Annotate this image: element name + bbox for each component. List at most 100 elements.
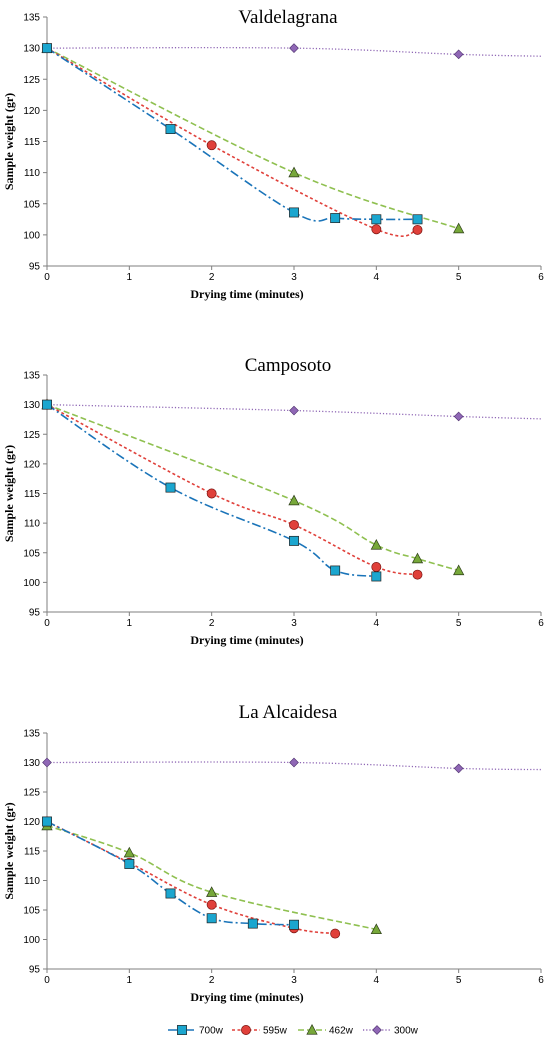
series-line-700w (46, 403, 377, 578)
series-line-462w (46, 47, 459, 230)
data-point-300w (453, 411, 464, 422)
x-tick-label: 0 (44, 975, 50, 986)
y-tick-label: 135 (23, 13, 40, 24)
y-tick-label: 120 (23, 817, 40, 828)
y-tick-label: 115 (24, 489, 40, 500)
data-point-700w (42, 399, 52, 410)
x-tick-label: 3 (291, 975, 297, 986)
legend-label: 595w (263, 1026, 288, 1037)
data-point-700w (165, 482, 176, 493)
data-point-595w (412, 224, 423, 235)
x-axis-label: Drying time (minutes) (190, 990, 303, 1004)
x-axis-label: Drying time (minutes) (190, 287, 303, 301)
data-point-595w (206, 899, 217, 910)
y-tick-label: 120 (23, 459, 40, 470)
data-point-300w (453, 763, 464, 774)
x-tick-label: 1 (127, 272, 133, 283)
series-line-462w (46, 403, 459, 572)
x-tick-label: 3 (291, 618, 297, 629)
x-tick-label: 0 (44, 618, 50, 629)
legend-label: 462w (329, 1026, 354, 1037)
legend-label: 700w (199, 1026, 224, 1037)
y-tick-label: 105 (23, 906, 40, 917)
y-axis-label: Sample weight (gr) (2, 802, 16, 899)
data-point-700w (42, 816, 52, 827)
data-point-462w (411, 552, 424, 564)
data-point-462w (370, 923, 382, 935)
series-line-300w (46, 403, 542, 420)
x-axis-label: Drying time (minutes) (190, 633, 303, 647)
y-tick-label: 105 (23, 548, 40, 559)
data-point-462w (123, 846, 135, 858)
data-point-595w (206, 140, 217, 151)
data-point-700w (412, 214, 423, 225)
legend-marker (306, 1023, 318, 1035)
x-tick-label: 2 (209, 272, 215, 283)
legend-label: 300w (394, 1026, 419, 1037)
data-point-462w (288, 494, 300, 506)
y-tick-label: 130 (23, 44, 40, 55)
x-tick-label: 1 (127, 618, 133, 629)
data-point-700w (289, 207, 299, 218)
x-tick-label: 0 (44, 272, 50, 283)
data-point-700w (289, 535, 299, 546)
data-point-595w (371, 224, 382, 235)
data-point-700w (42, 43, 52, 54)
legend-item-300w: 300w (363, 1025, 419, 1037)
y-tick-label: 125 (23, 430, 40, 441)
x-tick-label: 4 (374, 975, 380, 986)
x-tick-label: 1 (127, 975, 133, 986)
y-tick-label: 100 (23, 935, 40, 946)
y-tick-label: 125 (23, 75, 40, 86)
legend: 700w 595w 462w 300w (168, 1023, 419, 1037)
legend-marker (177, 1025, 187, 1035)
x-tick-label: 4 (374, 618, 380, 629)
data-point-462w (288, 166, 300, 178)
y-tick-label: 120 (23, 106, 40, 117)
y-tick-label: 110 (24, 519, 40, 530)
data-point-300w (289, 405, 299, 416)
y-tick-label: 100 (23, 230, 40, 241)
y-tick-label: 95 (29, 965, 41, 976)
data-point-300w (289, 43, 299, 53)
data-point-300w (289, 757, 299, 768)
legend-marker (372, 1025, 382, 1035)
y-tick-label: 95 (29, 608, 41, 619)
y-tick-label: 100 (23, 578, 40, 589)
y-axis-label: Sample weight (gr) (2, 93, 16, 190)
series-line-700w (46, 47, 418, 222)
x-tick-label: 6 (538, 272, 544, 283)
chart-panel-2: Camposoto 95 100 105 110 115 120 125 130 135 0 1 2 3 4… (2, 355, 544, 647)
legend-item-462w: 462w (298, 1023, 354, 1037)
series-line-462w (46, 824, 377, 931)
y-tick-label: 110 (24, 168, 40, 179)
x-tick-label: 2 (209, 618, 215, 629)
series-line-595w (46, 403, 418, 576)
y-tick-label: 135 (23, 729, 40, 740)
y-tick-label: 115 (24, 137, 40, 148)
chart-title: Camposoto (245, 355, 332, 376)
y-tick-label: 125 (23, 788, 40, 799)
y-tick-label: 130 (23, 758, 40, 769)
y-tick-label: 95 (29, 262, 41, 273)
data-point-595w (371, 562, 382, 572)
data-point-462w (206, 886, 218, 897)
data-point-700w (124, 859, 135, 869)
data-point-300w (42, 757, 52, 768)
data-point-462w (370, 539, 382, 550)
series-line-300w (46, 46, 542, 57)
data-point-700w (165, 888, 176, 899)
legend-item-595w: 595w (232, 1025, 288, 1037)
x-tick-label: 4 (374, 272, 380, 283)
data-point-595w (412, 569, 423, 580)
y-tick-label: 110 (24, 876, 40, 887)
series-line-700w (46, 820, 295, 926)
y-tick-label: 115 (24, 847, 40, 858)
x-tick-label: 5 (456, 975, 462, 986)
y-tick-label: 135 (23, 371, 40, 382)
x-tick-label: 5 (456, 618, 462, 629)
data-point-700w (247, 918, 258, 929)
